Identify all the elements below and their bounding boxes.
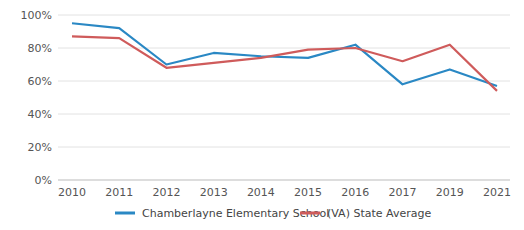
legend-label: Chamberlayne Elementary School bbox=[142, 207, 329, 220]
legend-label: (VA) State Average bbox=[327, 207, 431, 220]
x-tick-label: 2010 bbox=[58, 186, 86, 199]
grid-line bbox=[58, 180, 510, 181]
y-tick-label: 60% bbox=[28, 75, 52, 88]
y-tick-label: 20% bbox=[28, 141, 52, 154]
x-tick-label: 2021 bbox=[483, 186, 511, 199]
plot-area bbox=[72, 23, 497, 91]
grid-line bbox=[58, 81, 510, 82]
x-tick-label: 2019 bbox=[436, 186, 464, 199]
chart: 0% 20% 40% 60% 80% 100% 2010 2011 2012 2013 2014 20… bbox=[0, 0, 524, 230]
legend-swatch bbox=[115, 212, 135, 215]
y-tick-label: 100% bbox=[21, 9, 52, 22]
x-tick-label: 2017 bbox=[389, 186, 417, 199]
y-tick-label: 0% bbox=[35, 174, 52, 187]
x-tick-label: 2012 bbox=[152, 186, 180, 199]
y-tick-label: 80% bbox=[28, 42, 52, 55]
grid-line bbox=[58, 147, 510, 148]
x-tick-label: 2015 bbox=[294, 186, 322, 199]
x-tick-label: 2016 bbox=[341, 186, 369, 199]
series-line bbox=[72, 36, 497, 90]
grid-line bbox=[58, 114, 510, 115]
grid-line bbox=[58, 15, 510, 16]
x-tick-label: 2014 bbox=[247, 186, 275, 199]
y-tick-label: 40% bbox=[28, 108, 52, 121]
x-tick-label: 2011 bbox=[105, 186, 133, 199]
legend-swatch bbox=[300, 212, 320, 215]
x-tick-label: 2013 bbox=[200, 186, 228, 199]
